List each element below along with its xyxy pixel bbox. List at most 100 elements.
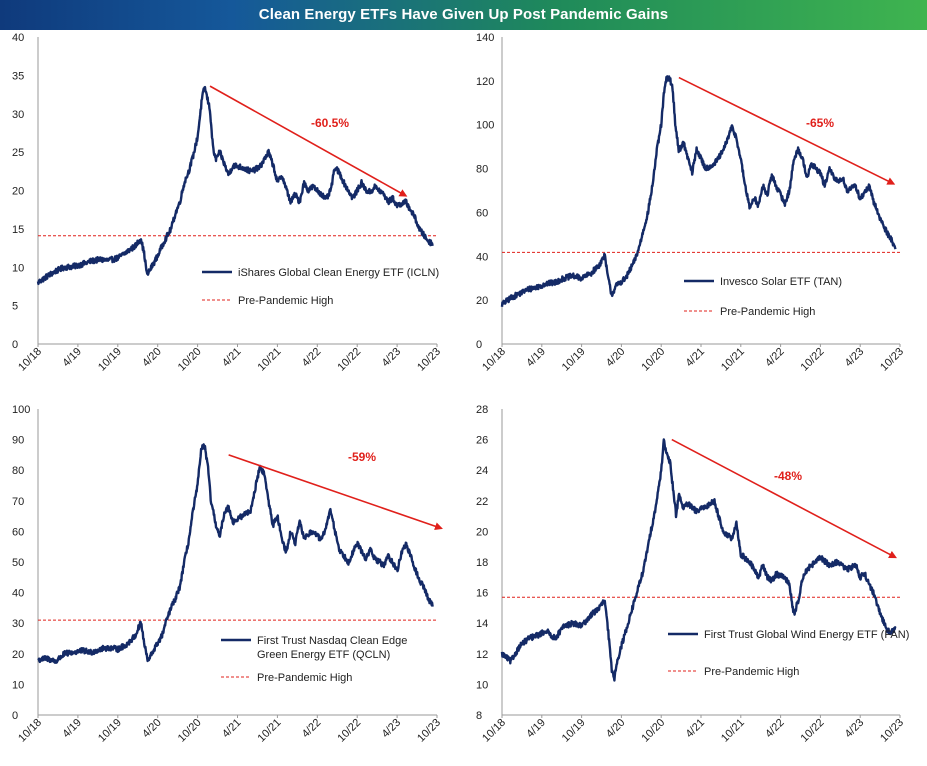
x-tick-label: 10/22 — [799, 717, 827, 745]
legend-series-label: First Trust Global Wind Energy ETF (FAN) — [704, 629, 909, 641]
y-tick-label: 0 — [12, 339, 18, 351]
x-tick-label: 4/21 — [220, 717, 244, 741]
x-tick-label: 10/22 — [335, 717, 363, 745]
y-tick-label: 18 — [476, 557, 488, 569]
x-tick-label: 4/23 — [843, 717, 867, 741]
x-tick-label: 4/22 — [763, 346, 787, 370]
x-tick-label: 10/18 — [480, 346, 508, 374]
y-tick-label: 20 — [12, 649, 24, 661]
y-tick-label: 0 — [12, 710, 18, 722]
legend-reference-label: Pre-Pandemic High — [257, 672, 352, 684]
y-tick-label: 140 — [476, 32, 494, 44]
etf-price-line — [500, 438, 897, 682]
etf-price-line — [500, 75, 897, 307]
legend-series-label: iShares Global Clean Energy ETF (ICLN) — [238, 267, 439, 279]
y-tick-label: 20 — [476, 295, 488, 307]
legend-reference-label: Pre-Pandemic High — [704, 666, 799, 678]
x-tick-label: 4/19 — [60, 717, 84, 741]
x-tick-label: 10/21 — [719, 717, 747, 745]
legend-series-label: First Trust Nasdaq Clean Edge — [257, 635, 407, 647]
x-tick-label: 4/21 — [683, 717, 707, 741]
y-tick-label: 0 — [476, 339, 482, 351]
x-tick-label: 10/23 — [415, 717, 443, 745]
x-tick-label: 10/23 — [878, 717, 906, 745]
decline-percent-label: -59% — [348, 450, 376, 464]
decline-percent-label: -48% — [774, 469, 802, 483]
x-tick-label: 10/22 — [799, 346, 827, 374]
x-tick-label: 4/23 — [843, 346, 867, 370]
x-tick-label: 4/19 — [524, 346, 548, 370]
x-tick-label: 10/18 — [480, 717, 508, 745]
y-tick-label: 20 — [476, 526, 488, 538]
y-tick-label: 10 — [476, 679, 488, 691]
x-tick-label: 10/18 — [16, 717, 44, 745]
x-tick-label: 10/22 — [335, 346, 363, 374]
x-tick-label: 10/19 — [560, 717, 588, 745]
y-tick-label: 70 — [12, 496, 24, 508]
x-tick-label: 10/18 — [16, 346, 44, 374]
x-tick-label: 4/19 — [60, 346, 84, 370]
y-tick-label: 90 — [12, 435, 24, 447]
y-tick-label: 5 — [12, 301, 18, 313]
x-tick-label: 4/21 — [220, 346, 244, 370]
y-tick-label: 100 — [12, 404, 30, 416]
legend-series-label: Invesco Solar ETF (TAN) — [720, 276, 842, 288]
y-tick-label: 60 — [12, 526, 24, 538]
x-tick-label: 10/23 — [878, 346, 906, 374]
x-tick-label: 4/21 — [683, 346, 707, 370]
legend-reference-label: Pre-Pandemic High — [720, 306, 815, 318]
etf-price-line — [37, 443, 434, 664]
x-tick-label: 4/23 — [380, 717, 404, 741]
y-tick-label: 120 — [476, 76, 494, 88]
x-tick-label: 4/23 — [380, 346, 404, 370]
y-tick-label: 14 — [476, 618, 488, 630]
y-tick-label: 30 — [12, 109, 24, 121]
y-tick-label: 40 — [12, 32, 24, 44]
x-tick-label: 4/20 — [140, 346, 164, 370]
y-tick-label: 80 — [12, 465, 24, 477]
x-tick-label: 4/19 — [524, 717, 548, 741]
legend-reference-label: Pre-Pandemic High — [238, 295, 333, 307]
y-tick-label: 40 — [476, 251, 488, 263]
decline-percent-label: -60.5% — [311, 116, 349, 130]
y-tick-label: 28 — [476, 404, 488, 416]
x-tick-label: 4/20 — [604, 346, 628, 370]
y-tick-label: 80 — [476, 164, 488, 176]
y-tick-label: 30 — [12, 618, 24, 630]
decline-arrow — [671, 438, 897, 559]
y-tick-label: 15 — [12, 224, 24, 236]
qcln-chart: 0 10 20 30 40 50 60 70 80 90 100 10/18 4/19 10/19 4/20… — [12, 404, 443, 745]
x-tick-label: 4/22 — [763, 717, 787, 741]
decline-percent-label: -65% — [806, 116, 834, 130]
y-tick-label: 16 — [476, 588, 488, 600]
x-tick-label: 10/20 — [176, 717, 204, 745]
x-tick-label: 4/20 — [604, 717, 628, 741]
etf-price-line — [36, 85, 434, 286]
title-banner — [0, 0, 927, 30]
x-tick-label: 10/23 — [415, 346, 443, 374]
y-tick-label: 22 — [476, 496, 488, 508]
y-tick-label: 35 — [12, 70, 24, 82]
fan-chart: 8 10 12 14 16 18 20 22 24 26 28 10/18 4/19 10/19 4/20 1… — [476, 404, 909, 745]
x-tick-label: 10/21 — [719, 346, 747, 374]
decline-arrow — [228, 454, 443, 531]
x-tick-label: 10/20 — [639, 346, 667, 374]
y-tick-label: 10 — [12, 262, 24, 274]
x-tick-label: 10/21 — [256, 346, 284, 374]
x-tick-label: 10/19 — [560, 346, 588, 374]
x-tick-label: 4/22 — [300, 717, 324, 741]
y-tick-label: 10 — [12, 679, 24, 691]
legend-series-label: Green Energy ETF (QCLN) — [257, 649, 390, 661]
y-tick-label: 60 — [476, 207, 488, 219]
x-tick-label: 10/21 — [256, 717, 284, 745]
tan-chart: 0 20 40 60 80 100 120 140 10/18 4/19 10/19 4/20 10/2… — [476, 32, 906, 374]
y-tick-label: 40 — [12, 588, 24, 600]
page-title: Clean Energy ETFs Have Given Up Post Pan… — [258, 6, 669, 23]
x-tick-label: 10/20 — [639, 717, 667, 745]
x-tick-label: 10/19 — [96, 717, 124, 745]
icln-chart: 0 5 10 15 20 25 30 35 40 10/18 4/19 10/19 4/20 10/20 4… — [12, 32, 443, 374]
y-tick-label: 50 — [12, 557, 24, 569]
x-tick-label: 10/19 — [96, 346, 124, 374]
x-tick-label: 4/22 — [300, 346, 324, 370]
